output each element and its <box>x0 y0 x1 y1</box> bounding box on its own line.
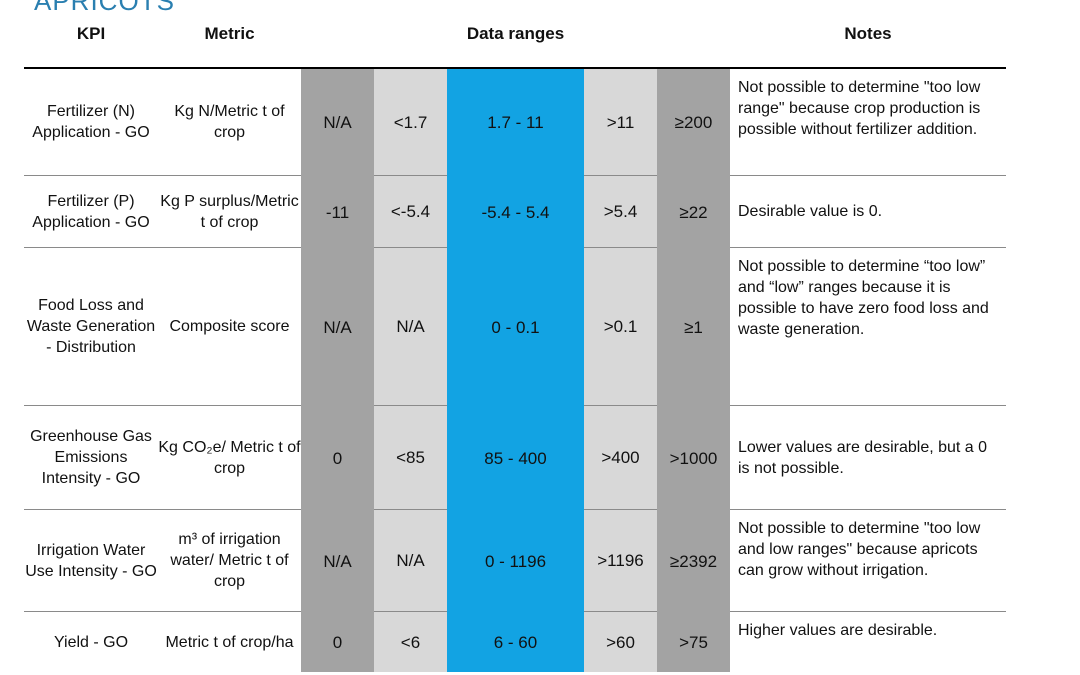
row-metric: Kg N/Metric t of crop <box>158 69 301 176</box>
range-desirable: 1.7 - 11 <box>447 69 584 176</box>
range-too-high: ≥2392 <box>657 510 730 612</box>
range-low: <1.7 <box>374 69 447 176</box>
row-metric: Kg P surplus/Metric t of crop <box>158 176 301 248</box>
row-metric: m³ of irrigation water/ Metric t of crop <box>158 510 301 612</box>
range-too-high: ≥1 <box>657 248 730 406</box>
range-low: <6 <box>374 612 447 672</box>
row-notes: Lower values are desirable, but a 0 is n… <box>730 406 1006 510</box>
row-metric: Metric t of crop/ha <box>165 633 294 651</box>
header-metric: Metric <box>158 17 301 69</box>
range-too-low: -11 <box>301 176 374 248</box>
row-notes: Not possible to determine "too low range… <box>730 69 1006 176</box>
range-too-high: ≥22 <box>657 176 730 248</box>
row-notes: Not possible to determine “too low” and … <box>730 248 1006 406</box>
row-kpi: Food Loss and Waste Generation - Distrib… <box>24 248 158 406</box>
range-too-low: 0 <box>301 406 374 510</box>
range-low: N/A <box>374 510 447 612</box>
row-notes: Higher values are desirable. <box>738 622 938 639</box>
range-high: >1196 <box>584 510 657 612</box>
row-kpi: Fertilizer (P) Application - GO <box>24 176 158 248</box>
range-low: N/A <box>374 248 447 406</box>
range-too-low: N/A <box>301 69 374 176</box>
row-kpi: Yield - GO <box>53 633 129 651</box>
range-too-high: >75 <box>657 612 730 672</box>
range-desirable: 0 - 1196 <box>447 510 584 612</box>
row-notes: Not possible to determine "too low and l… <box>730 510 1006 612</box>
range-too-low: 0 <box>301 612 374 672</box>
range-desirable: 0 - 0.1 <box>447 248 584 406</box>
range-desirable: 85 - 400 <box>447 406 584 510</box>
range-too-high: ≥200 <box>657 69 730 176</box>
page-heading: APRICOTS <box>34 0 175 16</box>
row-kpi: Irrigation Water Use Intensity - GO <box>24 510 158 612</box>
range-too-high: >1000 <box>657 406 730 510</box>
range-high: >400 <box>584 406 657 510</box>
range-too-low: N/A <box>301 510 374 612</box>
range-low: <85 <box>374 406 447 510</box>
row-metric: Composite score <box>158 248 301 406</box>
header-kpi: KPI <box>24 17 158 69</box>
range-high: >5.4 <box>584 176 657 248</box>
range-high: >60 <box>584 612 657 672</box>
range-low: <-5.4 <box>374 176 447 248</box>
kpi-table: KPI Metric Data ranges Notes Fertilizer … <box>24 17 1006 672</box>
range-desirable: 6 - 60 <box>447 612 584 672</box>
row-kpi: Fertilizer (N) Application - GO <box>24 69 158 176</box>
header-notes: Notes <box>730 17 1006 69</box>
range-high: >11 <box>584 69 657 176</box>
range-desirable: -5.4 - 5.4 <box>447 176 584 248</box>
range-too-low: N/A <box>301 248 374 406</box>
row-kpi: Greenhouse Gas Emissions Intensity - GO <box>24 406 158 510</box>
range-high: >0.1 <box>584 248 657 406</box>
row-metric: Kg CO₂e/ Metric t of crop <box>158 406 301 510</box>
header-data-ranges: Data ranges <box>301 17 730 69</box>
row-notes: Desirable value is 0. <box>730 176 1006 248</box>
